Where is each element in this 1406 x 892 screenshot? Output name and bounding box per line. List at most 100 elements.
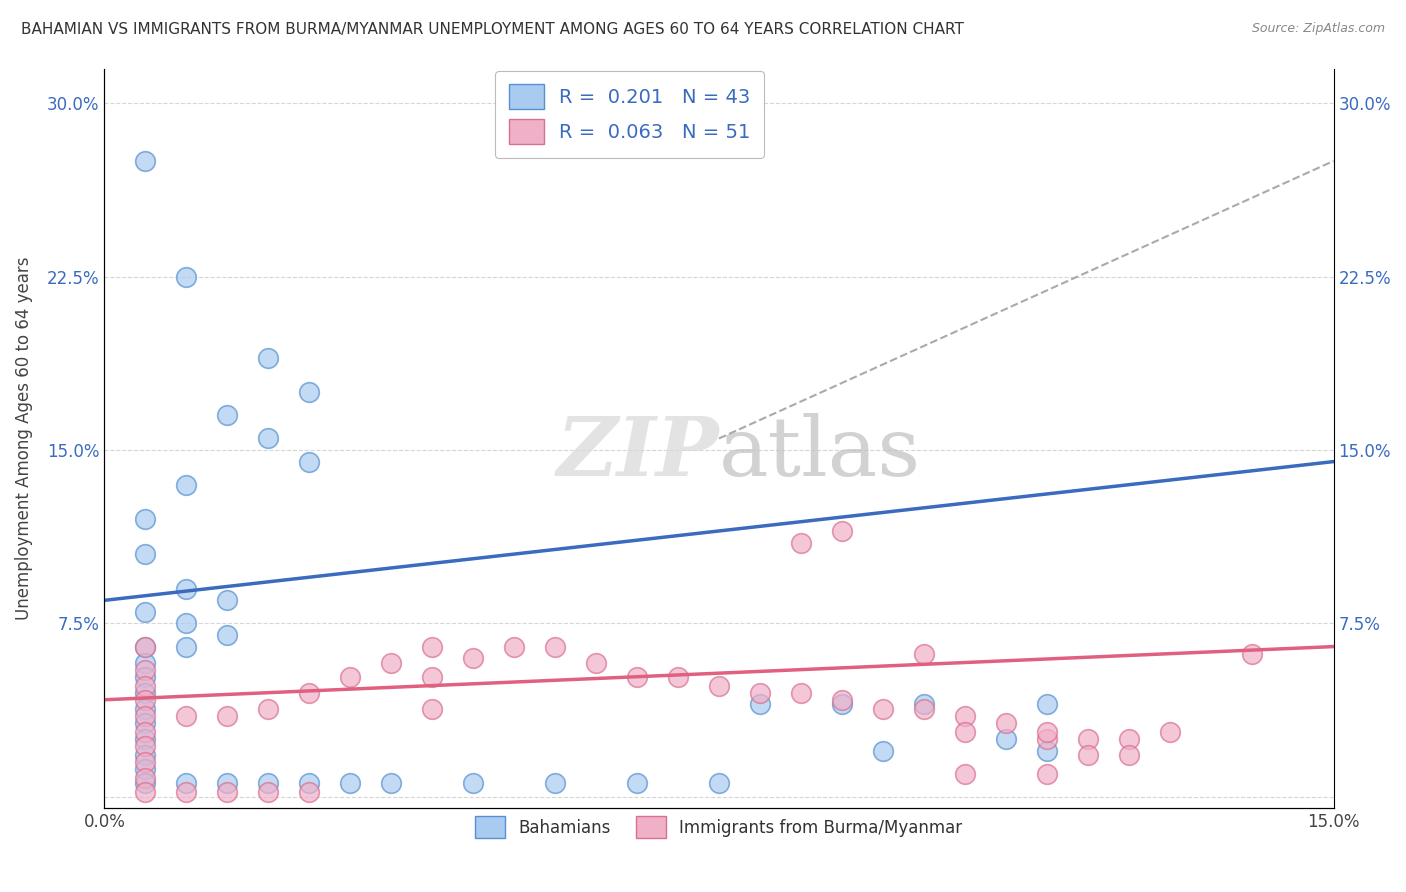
Point [134,640,156,654]
Point [339,670,361,684]
Point [420,640,443,654]
Point [134,748,156,763]
Point [380,776,402,790]
Point [1035,698,1057,712]
Point [257,702,280,716]
Point [380,656,402,670]
Point [298,686,321,700]
Point [217,409,239,423]
Point [217,628,239,642]
Point [1118,732,1140,747]
Point [134,755,156,769]
Point [461,651,484,665]
Point [1240,647,1263,661]
Point [994,732,1017,747]
Point [134,715,156,730]
Y-axis label: Unemployment Among Ages 60 to 64 years: Unemployment Among Ages 60 to 64 years [15,257,32,620]
Point [134,692,156,706]
Point [134,762,156,776]
Point [953,709,976,723]
Point [134,772,156,786]
Point [257,785,280,799]
Point [176,785,198,799]
Text: ZIP: ZIP [557,413,718,493]
Point [748,698,770,712]
Point [339,776,361,790]
Point [134,656,156,670]
Point [176,776,198,790]
Point [953,766,976,780]
Point [626,670,648,684]
Point [134,663,156,677]
Point [872,702,894,716]
Point [134,732,156,747]
Point [257,432,280,446]
Point [748,686,770,700]
Point [176,616,198,631]
Point [953,725,976,739]
Point [217,785,239,799]
Point [298,785,321,799]
Point [420,670,443,684]
Point [872,744,894,758]
Point [134,739,156,753]
Legend: Bahamians, Immigrants from Burma/Myanmar: Bahamians, Immigrants from Burma/Myanmar [468,810,969,845]
Point [134,785,156,799]
Point [134,547,156,561]
Point [134,512,156,526]
Point [298,776,321,790]
Point [1035,725,1057,739]
Point [790,686,813,700]
Point [1118,748,1140,763]
Point [666,670,689,684]
Point [503,640,526,654]
Point [707,776,730,790]
Point [217,776,239,790]
Text: BAHAMIAN VS IMMIGRANTS FROM BURMA/MYANMAR UNEMPLOYMENT AMONG AGES 60 TO 64 YEARS: BAHAMIAN VS IMMIGRANTS FROM BURMA/MYANMA… [21,22,965,37]
Point [790,535,813,549]
Point [134,709,156,723]
Point [544,776,567,790]
Point [134,702,156,716]
Point [1035,732,1057,747]
Point [134,605,156,619]
Point [1077,732,1099,747]
Point [1077,748,1099,763]
Point [298,385,321,400]
Point [994,715,1017,730]
Point [134,679,156,693]
Point [420,702,443,716]
Text: atlas: atlas [718,413,921,493]
Point [831,698,853,712]
Point [1159,725,1181,739]
Point [257,776,280,790]
Point [912,647,935,661]
Point [544,640,567,654]
Point [1035,744,1057,758]
Point [134,776,156,790]
Point [626,776,648,790]
Point [257,351,280,365]
Point [461,776,484,790]
Point [831,524,853,538]
Text: Source: ZipAtlas.com: Source: ZipAtlas.com [1251,22,1385,36]
Point [298,454,321,468]
Point [1035,766,1057,780]
Point [176,477,198,491]
Point [585,656,607,670]
Point [134,670,156,684]
Point [176,709,198,723]
Point [912,698,935,712]
Point [707,679,730,693]
Point [217,593,239,607]
Point [176,640,198,654]
Point [912,702,935,716]
Point [134,686,156,700]
Point [134,154,156,169]
Point [831,692,853,706]
Point [134,640,156,654]
Point [134,725,156,739]
Point [176,269,198,284]
Point [176,582,198,596]
Point [217,709,239,723]
